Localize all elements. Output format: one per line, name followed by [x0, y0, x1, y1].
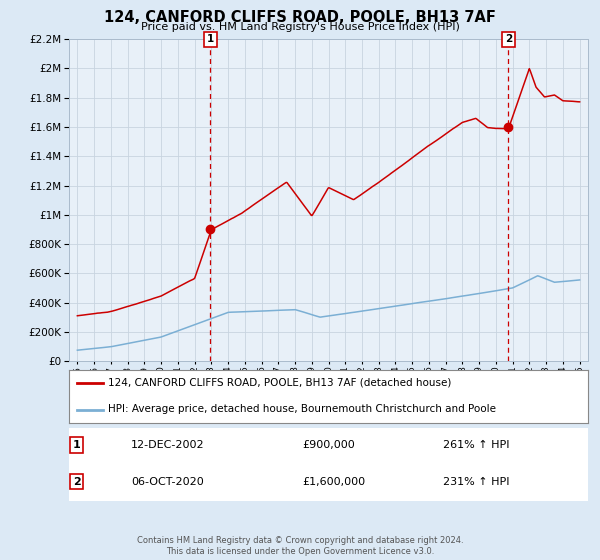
Text: Price paid vs. HM Land Registry's House Price Index (HPI): Price paid vs. HM Land Registry's House … — [140, 22, 460, 32]
Text: £900,000: £900,000 — [302, 440, 355, 450]
Text: 1: 1 — [73, 440, 80, 450]
Text: 12-DEC-2002: 12-DEC-2002 — [131, 440, 205, 450]
Text: 124, CANFORD CLIFFS ROAD, POOLE, BH13 7AF: 124, CANFORD CLIFFS ROAD, POOLE, BH13 7A… — [104, 10, 496, 25]
Text: £1,600,000: £1,600,000 — [302, 477, 365, 487]
Text: Contains HM Land Registry data © Crown copyright and database right 2024.
This d: Contains HM Land Registry data © Crown c… — [137, 536, 463, 556]
Text: 2: 2 — [505, 34, 512, 44]
Text: 231% ↑ HPI: 231% ↑ HPI — [443, 477, 509, 487]
Text: 124, CANFORD CLIFFS ROAD, POOLE, BH13 7AF (detached house): 124, CANFORD CLIFFS ROAD, POOLE, BH13 7A… — [108, 378, 451, 388]
Text: HPI: Average price, detached house, Bournemouth Christchurch and Poole: HPI: Average price, detached house, Bour… — [108, 404, 496, 414]
Text: 06-OCT-2020: 06-OCT-2020 — [131, 477, 204, 487]
Text: 2: 2 — [73, 477, 80, 487]
Text: 1: 1 — [207, 34, 214, 44]
Text: 261% ↑ HPI: 261% ↑ HPI — [443, 440, 509, 450]
